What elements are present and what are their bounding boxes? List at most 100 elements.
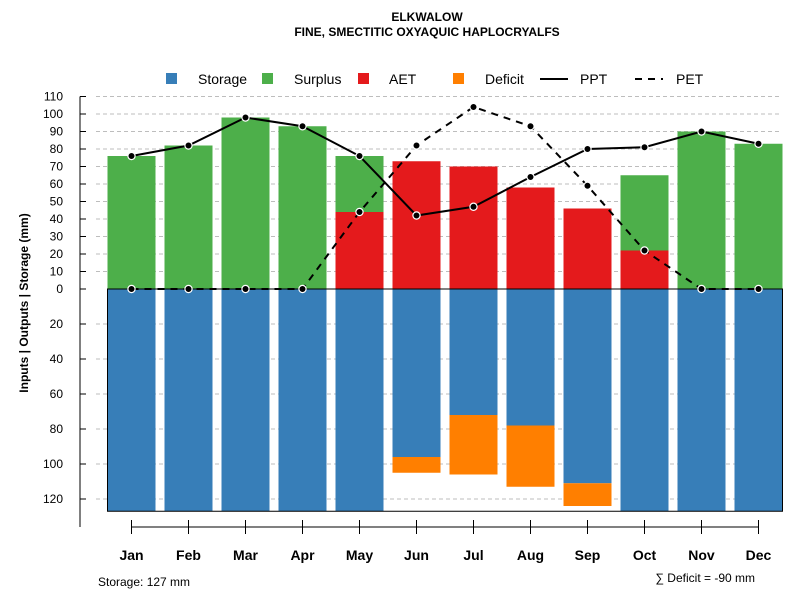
- x-tick-label: Apr: [290, 547, 315, 563]
- storage-note: Storage: 127 mm: [98, 575, 190, 589]
- storage-bar: [221, 289, 270, 512]
- y-tick-label: 80: [50, 422, 64, 436]
- chart-title: ELKWALOW: [391, 10, 463, 24]
- x-tick-label: Oct: [633, 547, 657, 563]
- ppt-point: [241, 113, 250, 122]
- aet-bar: [335, 212, 384, 289]
- aet-bar: [506, 187, 555, 289]
- surplus-bar: [221, 117, 270, 289]
- pet-point: [412, 141, 421, 150]
- surplus-bar: [107, 156, 156, 289]
- ppt-point: [697, 127, 706, 136]
- storage-bar: [335, 289, 384, 512]
- x-tick-label: Sep: [575, 547, 601, 563]
- surplus-bar: [164, 145, 213, 289]
- pet-point: [184, 284, 193, 294]
- pet-point: [754, 284, 763, 294]
- y-tick-label: 20: [50, 317, 64, 331]
- pet-point: [355, 207, 364, 217]
- aet-bar: [563, 208, 612, 289]
- ppt-point: [469, 202, 478, 211]
- y-tick-label: 30: [50, 230, 64, 244]
- bars: [107, 117, 783, 512]
- storage-bar: [164, 289, 213, 512]
- surplus-bar: [620, 175, 669, 251]
- deficit-bar: [449, 415, 498, 475]
- ppt-point: [412, 211, 421, 220]
- y-tick-label: 90: [50, 125, 64, 139]
- deficit-bar: [563, 483, 612, 506]
- legend-swatch: [166, 73, 177, 84]
- deficit-bar: [506, 425, 555, 487]
- y-tick-label: 0: [56, 282, 63, 296]
- aet-bar: [449, 166, 498, 289]
- legend-swatch: [358, 73, 369, 84]
- chart-subtitle: FINE, SMECTITIC OXYAQUIC HAPLOCRYALFS: [294, 25, 559, 39]
- deficit-bar: [392, 457, 441, 473]
- y-tick-label: 40: [50, 352, 64, 366]
- y-tick-label: 100: [43, 457, 63, 471]
- pet-line: [131, 105, 759, 290]
- x-tick-label: Feb: [176, 547, 201, 563]
- storage-bar: [677, 289, 726, 512]
- x-tick-label: Jul: [463, 547, 483, 563]
- y-tick-label: 50: [50, 195, 64, 209]
- ppt-point: [640, 143, 649, 152]
- x-tick-label: Jun: [404, 547, 429, 563]
- aet-bar: [392, 161, 441, 289]
- ppt-point: [583, 144, 592, 154]
- storage-bar: [620, 289, 669, 512]
- x-tick-label: Nov: [688, 547, 715, 563]
- ppt-point: [127, 151, 136, 161]
- storage-bar: [449, 289, 498, 415]
- y-tick-label: 80: [50, 142, 64, 156]
- surplus-bar: [278, 126, 327, 289]
- x-tick-label: Jan: [119, 547, 143, 563]
- y-tick-label: 60: [50, 387, 64, 401]
- x-tick-label: Aug: [517, 547, 544, 563]
- storage-bar: [506, 289, 555, 426]
- pet-point: [127, 284, 136, 294]
- ppt-point: [355, 151, 364, 161]
- legend: Storage Surplus AET Deficit PPT PET: [166, 71, 704, 87]
- storage-bar: [392, 289, 441, 457]
- ppt-point: [754, 139, 763, 148]
- x-tick-label: Mar: [233, 547, 258, 563]
- y-tick-label: 110: [44, 90, 63, 104]
- storage-bar: [734, 289, 783, 512]
- pet-point: [298, 284, 307, 294]
- x-tick-label: Dec: [746, 547, 772, 563]
- surplus-bar: [335, 156, 384, 212]
- ppt-point: [526, 172, 535, 182]
- legend-label: Storage: [198, 71, 247, 87]
- surplus-bar: [677, 131, 726, 289]
- axes: 0 10 20 30 40 50 60 70 80 90 100 110 20 40 60 80 100 120 J…: [43, 90, 772, 564]
- storage-bar: [107, 289, 156, 512]
- ppt-point: [184, 141, 193, 150]
- legend-label: Surplus: [294, 71, 341, 87]
- storage-bar: [278, 289, 327, 512]
- ppt-point: [298, 122, 307, 131]
- pet-point: [583, 181, 592, 190]
- pet-point: [697, 284, 706, 294]
- pet-point: [640, 246, 649, 255]
- surplus-bar: [734, 143, 783, 289]
- y-tick-label: 120: [43, 492, 63, 506]
- legend-label: AET: [389, 71, 417, 87]
- y-tick-label: 20: [50, 247, 64, 261]
- y-tick-label: 10: [50, 265, 64, 279]
- pet-point: [241, 284, 250, 294]
- storage-bar: [563, 289, 612, 484]
- deficit-note: ∑ Deficit = -90 mm: [655, 571, 755, 585]
- legend-swatch: [453, 73, 464, 84]
- y-tick-label: 40: [50, 212, 64, 226]
- aet-bar: [620, 250, 669, 289]
- legend-label: PET: [676, 71, 704, 87]
- legend-swatch: [262, 73, 273, 84]
- storage-frame: [107, 288, 783, 512]
- ppt-line: [131, 116, 759, 217]
- y-axis-label: Inputs | Outputs | Storage (mm): [17, 213, 31, 392]
- legend-label: Deficit: [485, 71, 524, 87]
- x-tick-label: May: [346, 547, 373, 563]
